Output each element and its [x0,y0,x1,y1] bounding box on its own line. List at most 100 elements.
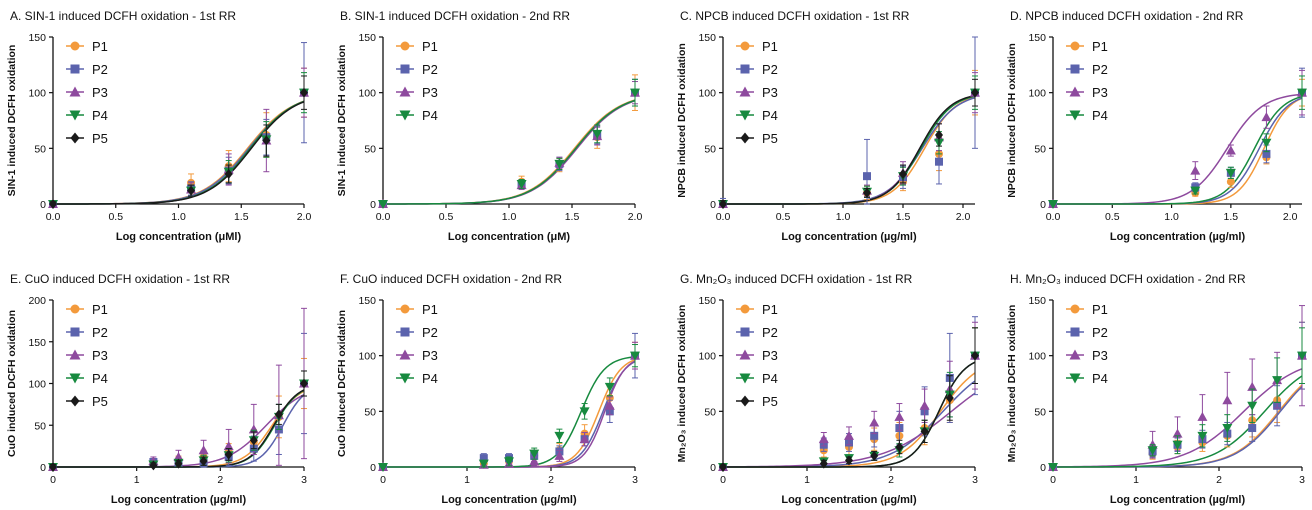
legend-label: P1 [422,39,438,54]
data-point-p3 [248,424,259,434]
y-tick-label: 50 [364,406,376,418]
data-point-p4 [554,159,565,169]
data-point-p5 [49,199,57,209]
data-point-p3 [1197,411,1208,421]
data-point-p4 [1172,440,1183,450]
legend-marker-p2 [400,64,410,74]
y-tick-label: 150 [1028,32,1046,44]
data-point-p4 [1225,168,1236,178]
y-tick-label: 150 [1028,295,1046,307]
chart-title: B. SIN-1 induced DCFH oxidation - 2nd RR [340,9,570,23]
y-axis-label: SIN-1 induced DCFH oxidation [336,45,348,197]
y-axis-label: NPCB induced DCFH oxidation [1006,43,1018,198]
legend-marker-p4 [69,110,81,121]
data-point-p4 [1048,463,1058,472]
y-tick-label: 100 [28,379,46,391]
data-point-p1 [1226,177,1235,186]
x-tick-label: 2.0 [956,211,971,223]
y-axis-label: NPCB induced DCFH oxidation [676,43,688,198]
y-tick-label: 100 [28,88,46,100]
data-point-p5 [187,185,196,196]
legend-marker-p5 [70,395,80,407]
data-point-p5 [719,462,727,472]
x-tick-label: 1.5 [1224,211,1239,223]
data-point-p3 [223,441,234,451]
legend-label: P5 [92,394,108,409]
legend-label: P3 [422,85,438,100]
y-axis-label: Mn₂O₃ induced DCFH oxidation [1006,305,1018,463]
legend-marker-p2 [400,327,410,337]
legend-label: P2 [422,325,438,340]
data-point-p4 [1247,401,1258,411]
legend-label: P3 [92,85,108,100]
y-axis-label: CuO induced DCFH oxidation [336,310,348,457]
y-tick-label: 150 [698,295,716,307]
x-tick-label: 2 [1216,474,1222,486]
legend-marker-p2 [1070,327,1080,337]
data-point-p4 [630,88,640,98]
chart-panel-f: F. CuO induced DCFH oxidation - 2nd RR 0 5… [336,272,640,506]
y-tick-label: 150 [698,32,716,44]
y-tick-label: 0 [370,462,376,474]
y-tick-label: 50 [1034,143,1046,155]
x-tick-label: 0 [380,474,386,486]
chart-panel-h: H. Mn₂O₃ induced DCFH oxidation - 2nd RR… [1006,272,1307,506]
y-tick-label: 150 [358,32,376,44]
legend-marker-p3 [69,349,81,360]
legend-label: P4 [1092,371,1108,386]
fit-curve-p3 [382,100,636,205]
chart-title: F. CuO induced DCFH oxidation - 2nd RR [340,272,562,286]
data-point-p5 [945,392,954,403]
x-tick-label: 1.0 [171,211,186,223]
legend-label: P5 [762,131,778,146]
fit-curve-p1 [383,359,636,468]
data-point-p5 [249,435,258,446]
x-tick-label: 1.5 [896,211,911,223]
x-tick-label: 1 [464,474,470,486]
y-axis-label: SIN-1 induced DCFH oxidation [6,45,18,197]
data-point-p2 [863,172,871,181]
data-point-p4 [529,449,540,459]
legend-marker-p1 [70,41,80,51]
x-tick-label: 1 [134,474,140,486]
data-point-p4 [1147,446,1158,456]
legend-label: P4 [762,108,778,123]
data-point-p4 [630,351,640,361]
data-point-p3 [894,411,905,421]
legend-marker-p1 [400,304,410,314]
data-point-p4 [1261,138,1272,148]
data-point-p5 [935,129,943,140]
legend-marker-p4 [739,110,751,121]
data-point-p4 [478,459,489,469]
chart-title: G. Mn₂O₃ induced DCFH oxidation - 1st RR [680,272,913,286]
legend-marker-p5 [740,395,750,407]
legend-label: P4 [92,371,108,386]
legend-label: P2 [1092,62,1108,77]
y-tick-label: 100 [1028,351,1046,363]
y-tick-label: 150 [28,337,46,349]
legend-label: P2 [762,325,778,340]
x-tick-label: 3 [301,474,307,486]
data-point-p5 [300,378,308,389]
data-point-p4 [579,407,590,417]
legend-marker-p5 [70,132,80,144]
data-point-p5 [870,450,879,461]
x-tick-label: 0.5 [1105,211,1120,223]
data-point-p5 [174,458,183,469]
legend-label: P3 [1092,85,1108,100]
legend-label: P2 [1092,325,1108,340]
y-tick-label: 100 [698,88,716,100]
x-tick-label: 0 [1050,474,1056,486]
chart-panel-e: E. CuO induced DCFH oxidation - 1st RR 0 5… [6,272,309,506]
legend-marker-p3 [739,349,751,360]
legend-label: P1 [762,302,778,317]
legend-marker-p4 [399,110,411,121]
legend-marker-p1 [740,41,750,51]
data-point-p5 [224,168,233,179]
legend-label: P3 [762,348,778,363]
data-point-p2 [479,454,488,463]
chart-title: D. NPCB induced DCFH oxidation - 2nd RR [1010,9,1244,23]
chart-panel-b: B. SIN-1 induced DCFH oxidation - 2nd RR… [336,9,642,243]
fit-curve-p2 [382,99,636,205]
